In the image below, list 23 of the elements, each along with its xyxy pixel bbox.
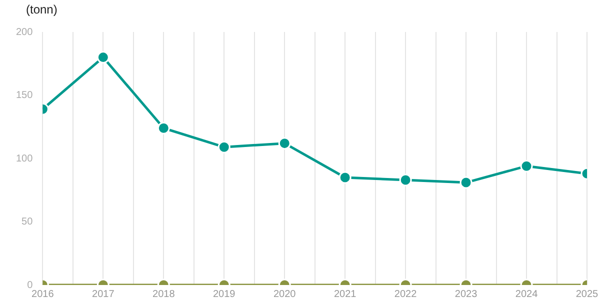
point bbox=[460, 176, 472, 189]
point bbox=[218, 140, 230, 154]
point bbox=[520, 160, 533, 172]
y-tick-label: 150 bbox=[16, 90, 34, 101]
x-tick-label: 2021 bbox=[334, 288, 357, 300]
x-tick-label: 2020 bbox=[273, 288, 296, 300]
y-tick-label: 0 bbox=[27, 280, 34, 291]
x-tick-label: 2016 bbox=[32, 288, 54, 300]
x-tick-label: 2019 bbox=[213, 288, 236, 300]
point bbox=[278, 137, 291, 150]
y-tick-label: 200 bbox=[16, 26, 34, 38]
x-tick-label: 2022 bbox=[394, 288, 418, 300]
y-axis-title: (tonn) bbox=[26, 2, 58, 16]
point bbox=[399, 174, 412, 186]
point bbox=[338, 171, 352, 184]
y-tick-label: 50 bbox=[22, 216, 34, 228]
y-tick-label: 100 bbox=[16, 153, 34, 164]
x-tick-label: 2017 bbox=[92, 288, 115, 300]
x-tick-label: 2025 bbox=[576, 288, 599, 300]
x-tick-label: 2018 bbox=[152, 288, 176, 300]
x-tick-label: 2023 bbox=[454, 288, 478, 300]
point bbox=[157, 122, 170, 134]
x-tick-label: 2024 bbox=[515, 288, 538, 300]
